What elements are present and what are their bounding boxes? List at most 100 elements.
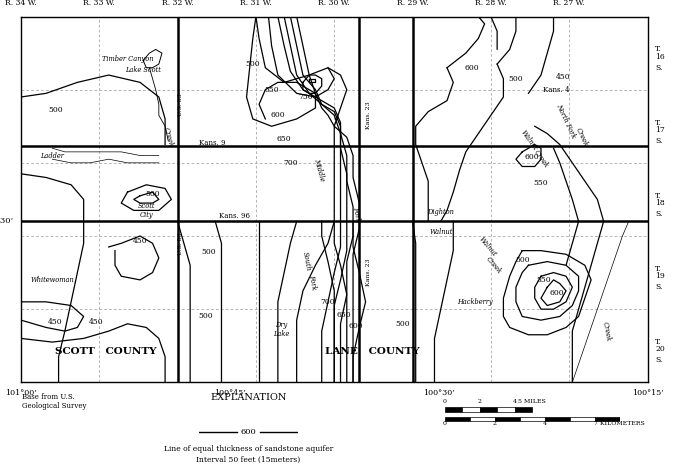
- Text: Ladder: Ladder: [41, 152, 64, 160]
- Text: Middle: Middle: [312, 158, 326, 183]
- Text: Whitewoman: Whitewoman: [31, 276, 74, 284]
- Text: S.: S.: [655, 137, 662, 145]
- Text: 7 KILOMETERS: 7 KILOMETERS: [594, 421, 645, 426]
- Text: Hackberry: Hackberry: [457, 298, 493, 306]
- Text: Timber Canyon: Timber Canyon: [102, 55, 153, 63]
- Text: 101°00’: 101°00’: [5, 389, 37, 397]
- Text: 5 MILES: 5 MILES: [518, 399, 546, 404]
- Text: 500: 500: [246, 60, 260, 68]
- Text: 100°45’: 100°45’: [214, 389, 246, 397]
- Text: 600: 600: [550, 289, 564, 297]
- Bar: [494, 417, 519, 421]
- Bar: [514, 407, 532, 412]
- Text: 600: 600: [271, 111, 285, 119]
- Text: S.: S.: [655, 356, 662, 364]
- Text: R. 33 W.: R. 33 W.: [83, 0, 116, 8]
- Text: 2: 2: [477, 399, 482, 404]
- Text: 500: 500: [509, 75, 523, 83]
- Text: Dighton: Dighton: [427, 208, 454, 216]
- Text: R. 27 W.: R. 27 W.: [554, 0, 585, 8]
- Text: Kans. 96: Kans. 96: [218, 212, 249, 220]
- Text: 0: 0: [442, 399, 447, 404]
- Text: 19: 19: [655, 272, 665, 280]
- Text: T.: T.: [655, 265, 662, 273]
- Bar: [519, 417, 545, 421]
- Bar: [570, 417, 594, 421]
- Text: 500: 500: [396, 320, 410, 328]
- Text: U.S. 83: U.S. 83: [178, 232, 183, 255]
- Text: Line of equal thickness of sandstone aquifer: Line of equal thickness of sandstone aqu…: [164, 445, 333, 453]
- Text: R. 32 W.: R. 32 W.: [162, 0, 193, 8]
- Text: EXPLANATION: EXPLANATION: [210, 393, 287, 402]
- Bar: [444, 407, 462, 412]
- Text: 450: 450: [89, 318, 104, 326]
- Text: South: South: [300, 251, 312, 272]
- Text: 750: 750: [299, 93, 314, 101]
- Text: Scott
City: Scott City: [137, 202, 155, 219]
- Text: 700: 700: [283, 159, 298, 167]
- Text: R. 30 W.: R. 30 W.: [318, 0, 350, 8]
- Text: Lake Scott: Lake Scott: [125, 66, 161, 74]
- Text: Kans. 9: Kans. 9: [199, 139, 225, 147]
- Text: Walnut: Walnut: [519, 129, 538, 153]
- Text: R. 34 W.: R. 34 W.: [5, 0, 37, 8]
- Text: 2: 2: [493, 421, 496, 426]
- Text: Creek: Creek: [601, 320, 612, 342]
- Text: 450: 450: [133, 237, 147, 245]
- Text: 17: 17: [655, 126, 665, 134]
- Text: Base from U.S.
Geological Survey: Base from U.S. Geological Survey: [22, 393, 87, 410]
- Text: Kans. 23: Kans. 23: [366, 259, 371, 287]
- Bar: [462, 407, 480, 412]
- Text: 38°30’: 38°30’: [0, 218, 13, 225]
- Text: 500: 500: [202, 248, 216, 256]
- Bar: [594, 417, 620, 421]
- Text: 4: 4: [542, 421, 547, 426]
- Text: T.: T.: [655, 338, 662, 346]
- Text: 600: 600: [465, 64, 480, 72]
- Text: 4: 4: [512, 399, 517, 404]
- Bar: [545, 417, 570, 421]
- Text: 0: 0: [442, 421, 447, 426]
- Text: 100°15’: 100°15’: [631, 389, 664, 397]
- Text: SCOTT   COUNTY: SCOTT COUNTY: [55, 347, 156, 356]
- Text: 550: 550: [533, 179, 548, 187]
- Text: Kans. 23: Kans. 23: [366, 101, 371, 129]
- Text: S.: S.: [655, 283, 662, 291]
- Text: R. 28 W.: R. 28 W.: [475, 0, 507, 8]
- Text: LANE   COUNTY: LANE COUNTY: [325, 347, 419, 356]
- Text: S.: S.: [655, 64, 662, 72]
- Text: 500: 500: [146, 190, 160, 198]
- Text: Dry
Lake: Dry Lake: [273, 320, 289, 338]
- Text: 650: 650: [276, 135, 291, 143]
- Text: T.: T.: [655, 192, 662, 200]
- Text: S.: S.: [655, 210, 662, 218]
- Text: 500: 500: [48, 106, 63, 114]
- Text: R. 29 W.: R. 29 W.: [397, 0, 428, 8]
- Text: 600: 600: [241, 429, 256, 436]
- Text: 450: 450: [48, 318, 63, 326]
- Text: Walnut: Walnut: [477, 236, 498, 259]
- Bar: [444, 417, 470, 421]
- Text: 500: 500: [515, 256, 529, 264]
- Text: Creek: Creek: [532, 149, 550, 169]
- Bar: [480, 407, 497, 412]
- Text: 18: 18: [655, 199, 665, 207]
- Text: 550: 550: [265, 86, 279, 93]
- Text: 100°30’: 100°30’: [423, 389, 454, 397]
- Text: 450: 450: [556, 73, 570, 81]
- Text: 550: 550: [537, 276, 552, 284]
- Text: Kans. 4: Kans. 4: [543, 86, 570, 93]
- Text: 700: 700: [321, 298, 335, 306]
- Bar: [470, 417, 494, 421]
- Text: T.: T.: [655, 45, 662, 53]
- Text: 600: 600: [524, 153, 539, 161]
- Text: Interval 50 feet (15meters): Interval 50 feet (15meters): [197, 455, 300, 464]
- Text: T.: T.: [655, 118, 662, 126]
- Text: Creek: Creek: [162, 126, 175, 148]
- Text: Creek: Creek: [484, 255, 503, 276]
- Bar: [497, 407, 514, 412]
- Text: 20: 20: [655, 346, 665, 354]
- Text: Fork: Fork: [307, 273, 318, 290]
- Text: U.S. 83: U.S. 83: [178, 93, 183, 116]
- Text: Fork: Fork: [351, 206, 361, 222]
